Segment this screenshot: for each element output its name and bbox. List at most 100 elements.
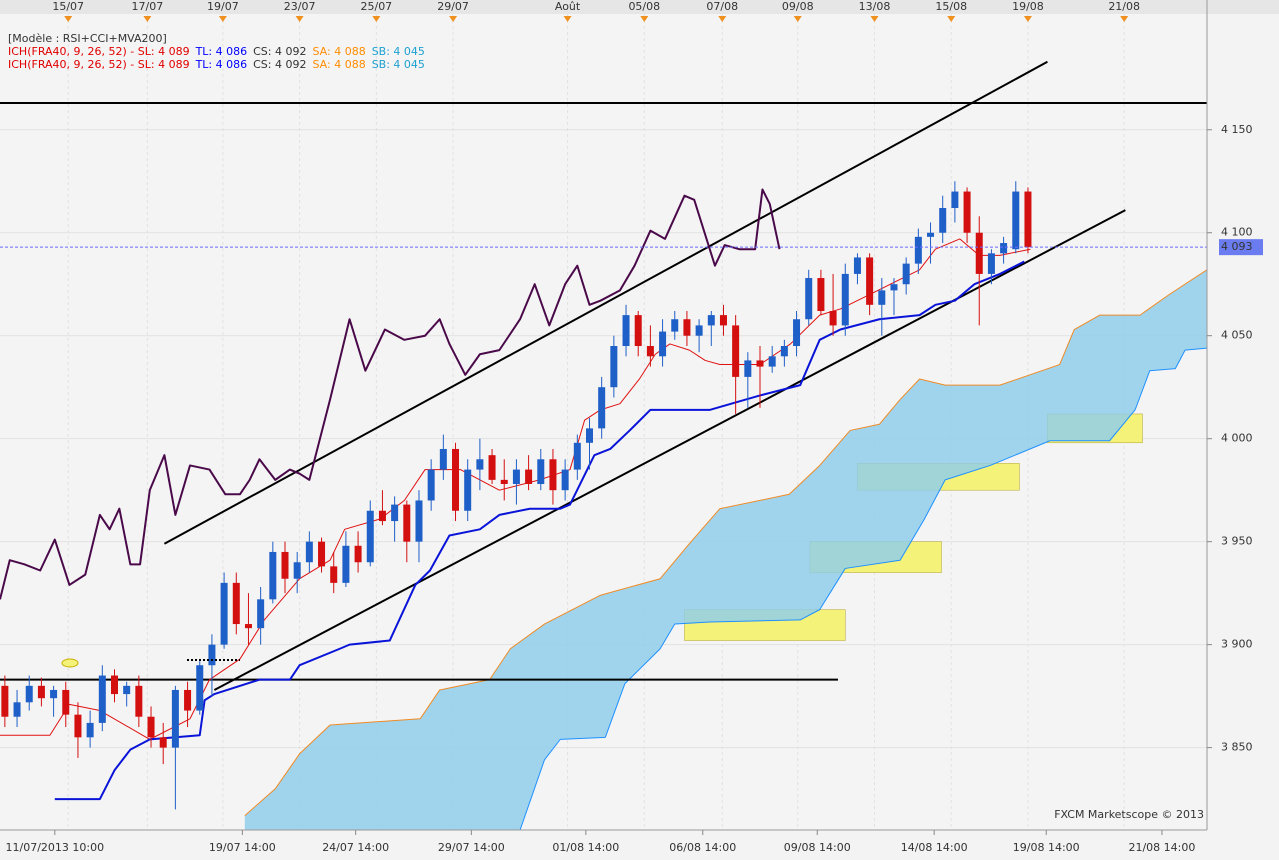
indicator-line <box>0 238 1031 740</box>
candle-body <box>817 278 825 311</box>
candle-body <box>171 689 179 748</box>
plot-layers <box>0 14 1207 830</box>
candle-body <box>683 319 691 336</box>
y-tick-label: 4 100 <box>1221 226 1253 239</box>
candle-body <box>963 191 971 233</box>
candle-body <box>427 469 435 501</box>
candle-body <box>646 346 654 357</box>
legend-item: SA: 4 088 <box>312 58 365 71</box>
candle-body <box>98 675 106 723</box>
candle-body <box>135 685 143 717</box>
legend-row: ICH(FRA40, 9, 26, 52) - SL: 4 089 TL: 4 0… <box>8 58 425 71</box>
candle-body <box>573 442 581 470</box>
candle-body <box>695 325 703 336</box>
marker <box>61 658 79 668</box>
top-tick-marker <box>947 16 956 22</box>
top-tick-label: Août <box>555 0 581 13</box>
candle-body <box>1024 191 1032 248</box>
last-price-box <box>1219 239 1263 256</box>
candle-body <box>403 504 411 542</box>
candle-body <box>780 346 788 357</box>
legend-item: SB: 4 045 <box>372 58 425 71</box>
candle-body <box>707 315 715 326</box>
candle-body <box>25 685 33 703</box>
x-tick-label: 06/08 14:00 <box>669 841 736 854</box>
candle-body <box>366 510 374 563</box>
x-tick-label: 19/08 14:00 <box>1013 841 1080 854</box>
top-tick-marker <box>1120 16 1129 22</box>
top-tick-marker <box>718 16 727 22</box>
x-tick-label: 09/08 14:00 <box>784 841 851 854</box>
top-tick-label: 05/08 <box>628 0 660 13</box>
top-tick-label: 19/08 <box>1012 0 1044 13</box>
x-tick-label: 24/07 14:00 <box>322 841 389 854</box>
candle-body <box>975 232 983 274</box>
x-tick-label: 21/08 14:00 <box>1128 841 1195 854</box>
model-label: [Modèle : RSI+CCI+MVA200] <box>8 32 167 45</box>
candle-body <box>74 714 82 738</box>
candle-body <box>622 315 630 347</box>
top-tick-marker <box>143 16 152 22</box>
candle-body <box>987 253 995 274</box>
candle-body <box>208 644 216 666</box>
candle-body <box>464 469 472 511</box>
candle-body <box>756 360 764 367</box>
candle-body <box>585 428 593 443</box>
top-tick-marker <box>218 16 227 22</box>
y-tick-label: 3 850 <box>1221 741 1253 754</box>
candle-body <box>1012 191 1020 250</box>
top-tick-marker <box>793 16 802 22</box>
candle-body <box>768 356 776 367</box>
last-price-label: 4 093 <box>1221 240 1253 253</box>
top-tick-label: 19/07 <box>207 0 239 13</box>
candle-body <box>537 459 545 484</box>
legend-item: ICH(FRA40, 9, 26, 52) - SL: 4 089 <box>8 58 190 71</box>
x-tick-label: 19/07 14:00 <box>209 841 276 854</box>
top-tick-marker <box>640 16 649 22</box>
cloud-edge <box>244 269 1207 816</box>
top-tick-marker <box>372 16 381 22</box>
top-tick-label: 25/07 <box>360 0 392 13</box>
candle-body <box>512 469 520 484</box>
y-tick-label: 4 150 <box>1221 123 1253 136</box>
candle-body <box>37 685 45 699</box>
candle-body <box>342 545 350 583</box>
top-tick-label: 07/08 <box>706 0 738 13</box>
y-tick-label: 4 000 <box>1221 432 1253 445</box>
candle-body <box>305 541 313 563</box>
candle-body <box>927 232 935 237</box>
top-tick-marker <box>295 16 304 22</box>
trendline <box>163 60 1048 545</box>
top-tick-marker <box>563 16 572 22</box>
legend-item: ICH(FRA40, 9, 26, 52) - SL: 4 089 <box>8 45 190 58</box>
legend-item: TL: 4 086 <box>195 58 248 71</box>
candle-body <box>793 319 801 347</box>
x-tick-label: 29/07 14:00 <box>438 841 505 854</box>
candle-body <box>805 278 813 320</box>
candle-body <box>549 459 557 491</box>
candle-body <box>439 448 447 470</box>
x-tick-label: 11/07/2013 10:00 <box>6 841 105 854</box>
top-axis-band <box>0 0 1279 14</box>
candle-body <box>159 737 167 748</box>
candle-body <box>744 360 752 377</box>
candle-body <box>1 685 9 717</box>
candle-body <box>1000 243 1008 254</box>
legend-item: CS: 4 092 <box>253 58 306 71</box>
candle-body <box>62 689 70 715</box>
candle-body <box>853 257 861 274</box>
candle-body <box>378 510 386 522</box>
candle-body <box>220 582 228 645</box>
candle-body <box>257 599 265 629</box>
candle-body <box>841 273 849 326</box>
candle-body <box>86 722 94 738</box>
candle-body <box>476 459 484 470</box>
candle-body <box>50 689 58 699</box>
legend-item: CS: 4 092 <box>253 45 306 58</box>
indicator-line <box>0 188 781 600</box>
top-tick-marker <box>64 16 73 22</box>
candle-body <box>671 319 679 332</box>
y-tick-label: 4 050 <box>1221 329 1253 342</box>
candle-body <box>110 675 118 695</box>
